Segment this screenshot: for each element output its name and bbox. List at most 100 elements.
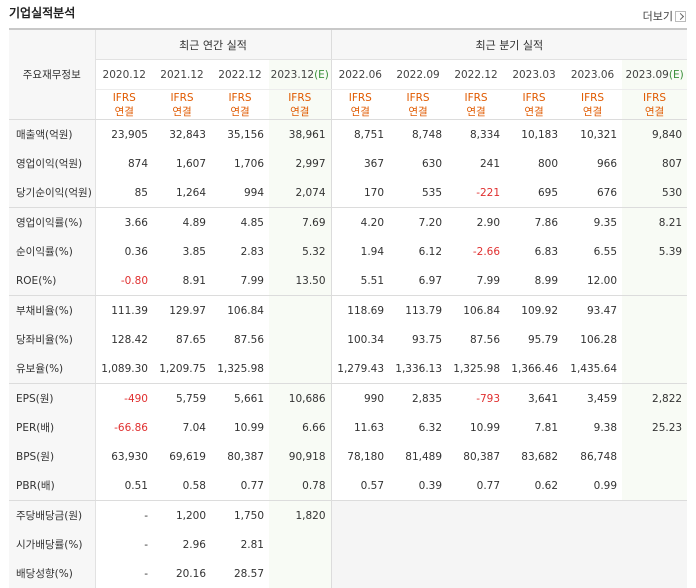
- row-header-label: 주요재무정보: [9, 29, 95, 120]
- table-cell: -490: [95, 384, 153, 414]
- table-cell: 7.81: [505, 413, 563, 442]
- table-cell: 7.69: [269, 208, 331, 238]
- table-cell: -793: [447, 384, 505, 414]
- table-cell: 8.99: [505, 266, 563, 296]
- estimate-mark: (E): [669, 69, 684, 81]
- table-cell: 1,607: [153, 149, 211, 178]
- table-cell: 5.32: [269, 237, 331, 266]
- period-date-label: 2020.12: [103, 69, 146, 81]
- period-date: 2022.12: [211, 60, 269, 90]
- table-cell: 0.77: [447, 471, 505, 501]
- ifrs-label: IFRS: [211, 91, 269, 105]
- consolidated-label: 연결: [96, 105, 154, 119]
- row-label: PBR(배): [9, 471, 95, 501]
- period-date: 2020.12: [95, 60, 153, 90]
- table-cell: 86,748: [563, 442, 622, 471]
- table-cell: 4.20: [331, 208, 389, 238]
- table-cell: 0.39: [389, 471, 447, 501]
- table-cell: 5,759: [153, 384, 211, 414]
- period-date-label: 2023.03: [512, 69, 555, 81]
- table-cell: [269, 325, 331, 354]
- table-cell: [505, 501, 563, 531]
- period-date: 2023.03: [505, 60, 563, 90]
- table-cell: 3.66: [95, 208, 153, 238]
- ifrs-label: IFRS: [447, 91, 505, 105]
- table-cell: 38,961: [269, 120, 331, 150]
- table-cell: 2,835: [389, 384, 447, 414]
- period-date-label: 2022.12: [218, 69, 261, 81]
- row-label: BPS(원): [9, 442, 95, 471]
- table-cell: 241: [447, 149, 505, 178]
- period-date: 2022.12: [447, 60, 505, 90]
- table-cell: [563, 559, 622, 588]
- table-cell: 2.90: [447, 208, 505, 238]
- table-cell: 93.75: [389, 325, 447, 354]
- table-cell: 3,459: [563, 384, 622, 414]
- table-cell: 1,366.46: [505, 354, 563, 384]
- table-cell: [269, 354, 331, 384]
- table-cell: 80,387: [211, 442, 269, 471]
- table-cell: 6.55: [563, 237, 622, 266]
- table-cell: [622, 354, 687, 384]
- section-title: 기업실적분석: [9, 4, 75, 21]
- row-label: 당좌비율(%): [9, 325, 95, 354]
- table-cell: 8.21: [622, 208, 687, 238]
- row-label: 순이익률(%): [9, 237, 95, 266]
- row-label: PER(배): [9, 413, 95, 442]
- table-cell: 1,200: [153, 501, 211, 531]
- table-cell: 1,325.98: [211, 354, 269, 384]
- table-cell: [622, 442, 687, 471]
- table-cell: [389, 559, 447, 588]
- more-link[interactable]: 더보기: [643, 8, 686, 24]
- table-cell: 111.39: [95, 296, 153, 326]
- table-cell: 87.56: [447, 325, 505, 354]
- table-cell: 1,325.98: [447, 354, 505, 384]
- table-cell: 0.36: [95, 237, 153, 266]
- table-cell: 630: [389, 149, 447, 178]
- table-cell: 4.85: [211, 208, 269, 238]
- table-cell: 106.84: [211, 296, 269, 326]
- ifrs-label: IFRS: [269, 91, 331, 105]
- row-label: 부채비율(%): [9, 296, 95, 326]
- table-cell: 6.66: [269, 413, 331, 442]
- table-cell: [563, 501, 622, 531]
- table-cell: 13.50: [269, 266, 331, 296]
- table-cell: 6.97: [389, 266, 447, 296]
- table-cell: [563, 530, 622, 559]
- annual-group-header: 최근 연간 실적: [95, 29, 331, 60]
- table-cell: 7.04: [153, 413, 211, 442]
- table-cell: 95.79: [505, 325, 563, 354]
- table-cell: 0.77: [211, 471, 269, 501]
- row-label: 배당성향(%): [9, 559, 95, 588]
- table-cell: 2,822: [622, 384, 687, 414]
- period-date: 2023.06: [563, 60, 622, 90]
- table-cell: [622, 530, 687, 559]
- table-cell: 2.81: [211, 530, 269, 559]
- table-cell: 676: [563, 178, 622, 208]
- quarter-group-header: 최근 분기 실적: [331, 29, 687, 60]
- ifrs-label: IFRS: [96, 91, 154, 105]
- row-label: 영업이익률(%): [9, 208, 95, 238]
- period-date-label: 2022.06: [339, 69, 382, 81]
- table-cell: 0.99: [563, 471, 622, 501]
- table-cell: 25.23: [622, 413, 687, 442]
- table-cell: 8,748: [389, 120, 447, 150]
- table-cell: -: [95, 530, 153, 559]
- table-cell: [622, 266, 687, 296]
- table-cell: 28.57: [211, 559, 269, 588]
- table-cell: -0.80: [95, 266, 153, 296]
- table-cell: 80,387: [447, 442, 505, 471]
